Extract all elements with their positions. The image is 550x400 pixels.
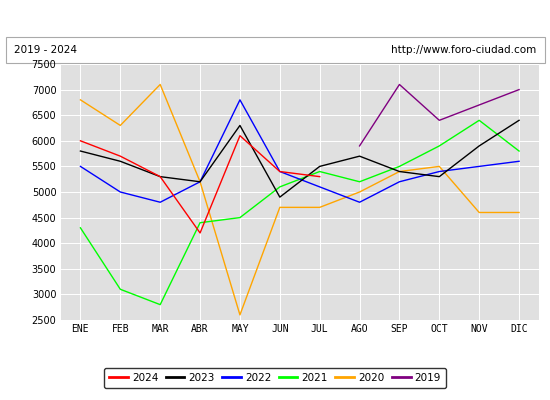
Legend: 2024, 2023, 2022, 2021, 2020, 2019: 2024, 2023, 2022, 2021, 2020, 2019 — [104, 368, 446, 388]
Text: 2019 - 2024: 2019 - 2024 — [14, 45, 77, 55]
Text: Evolucion Nº Turistas Nacionales en el municipio de Vila-real: Evolucion Nº Turistas Nacionales en el m… — [74, 12, 476, 24]
Text: http://www.foro-ciudad.com: http://www.foro-ciudad.com — [391, 45, 536, 55]
